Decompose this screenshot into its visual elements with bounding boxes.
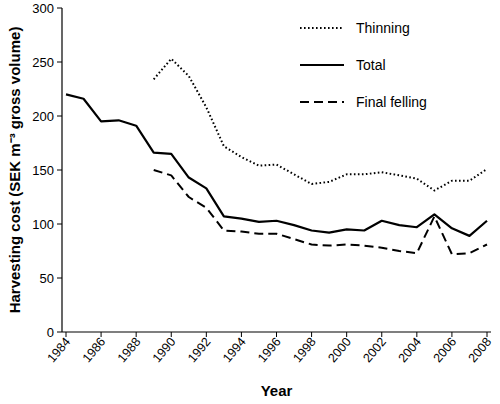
x-tick-label: 1994 <box>220 335 249 365</box>
y-axis-label: Harvesting cost (SEK m⁻³ gross volume) <box>6 27 23 314</box>
y-tick <box>57 116 62 117</box>
y-tick-label: 50 <box>40 271 54 286</box>
legend-swatch <box>300 64 344 66</box>
x-tick-label: 2000 <box>325 335 354 365</box>
x-tick-label: 2002 <box>360 335 389 365</box>
y-tick-label: 0 <box>47 325 54 340</box>
y-tick <box>57 170 62 171</box>
y-tick <box>57 224 62 225</box>
series-line <box>66 94 487 235</box>
x-tick <box>66 332 67 337</box>
y-tick <box>57 8 62 9</box>
y-tick <box>57 62 62 63</box>
x-tick <box>451 332 452 337</box>
x-tick-label: 1998 <box>290 335 319 365</box>
x-tick <box>276 332 277 337</box>
legend-swatch <box>300 101 344 103</box>
x-tick <box>346 332 347 337</box>
x-tick <box>381 332 382 337</box>
legend-label: Total <box>356 57 386 73</box>
x-tick-label: 2004 <box>396 335 425 365</box>
x-tick <box>416 332 417 337</box>
x-tick-label: 2006 <box>431 335 460 365</box>
x-tick <box>171 332 172 337</box>
legend-label: Thinning <box>356 20 410 36</box>
x-tick <box>206 332 207 337</box>
legend-swatch <box>300 27 344 29</box>
y-tick <box>57 332 62 333</box>
x-tick <box>487 332 488 337</box>
y-tick-label: 250 <box>32 55 54 70</box>
y-tick-label: 200 <box>32 109 54 124</box>
y-tick-label: 100 <box>32 217 54 232</box>
x-tick <box>101 332 102 337</box>
x-tick-label: 1984 <box>45 335 74 365</box>
plot-lines <box>66 59 487 254</box>
y-tick-label: 150 <box>32 163 54 178</box>
x-tick-label: 1988 <box>115 335 144 365</box>
legend-label: Final felling <box>356 94 427 110</box>
series-line <box>154 170 487 254</box>
chart: 0501001502002503001984198619881990199219… <box>0 0 500 404</box>
x-tick-label: 2008 <box>466 335 495 365</box>
x-tick <box>136 332 137 337</box>
x-axis-label: Year <box>261 382 293 399</box>
x-tick <box>241 332 242 337</box>
x-tick-label: 1992 <box>185 335 214 365</box>
y-tick-label: 300 <box>32 1 54 16</box>
series-line <box>154 59 487 191</box>
x-tick-label: 1996 <box>255 335 284 365</box>
x-tick <box>311 332 312 337</box>
x-tick-label: 1986 <box>80 335 109 365</box>
y-tick <box>57 278 62 279</box>
x-tick-label: 1990 <box>150 335 179 365</box>
